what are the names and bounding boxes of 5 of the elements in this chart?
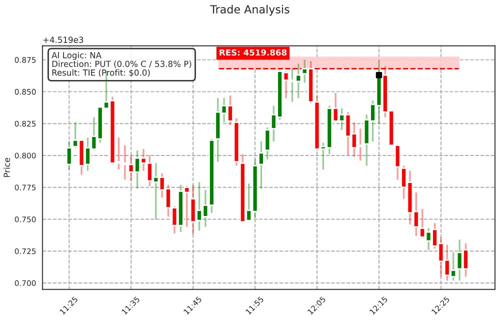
y-axis-title: Price [4, 158, 10, 177]
chart-title: Trade Analysis [210, 4, 290, 16]
annotation: AI Logic: NA Direction: PUT (0.0% C / 53.8% P) Result: TIE (Profit: $0.0) [52, 52, 192, 77]
text: +4.519e3 [43, 36, 84, 43]
annotation: RES: 4519.868 [220, 49, 287, 56]
